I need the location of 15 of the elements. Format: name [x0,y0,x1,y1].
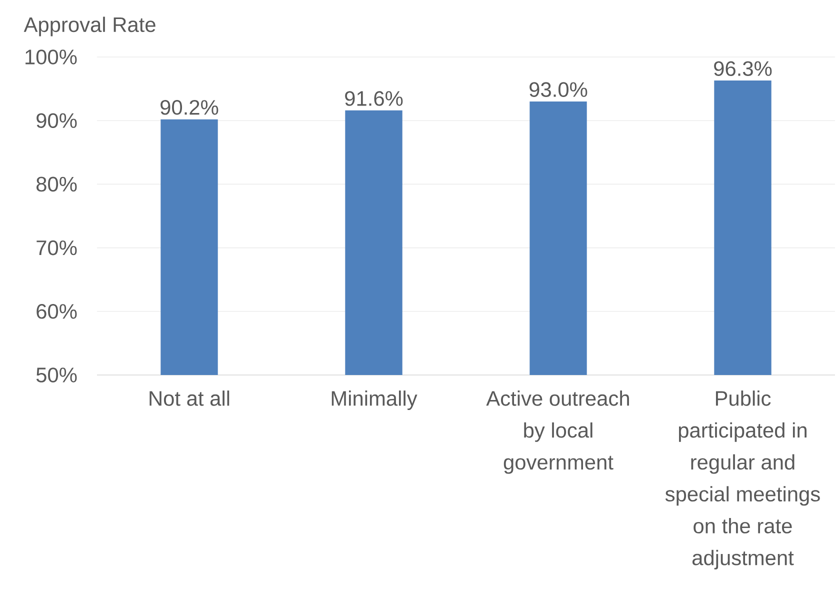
y-tick-label: 50% [36,368,77,382]
y-tick-label: 80% [36,176,77,192]
data-label: 90.2% [160,100,218,115]
y-tick-label: 70% [36,240,77,256]
x-tick-label: Active outreach by local government [486,390,629,474]
data-label: 93.0% [530,82,588,97]
y-tick-label: 90% [36,113,77,128]
y-axis-title: Approval Rate [24,16,156,36]
y-tick-label: 60% [36,304,77,319]
x-tick-label: Minimally [332,390,418,410]
data-label: 96.3% [714,61,772,76]
x-tick-label: Not at all [150,390,230,406]
y-tick-label: 100% [26,50,77,64]
data-label: 91.6% [345,91,403,106]
x-tick-label: Public participated in regular and special meetings on the rate adjustment [665,390,820,570]
